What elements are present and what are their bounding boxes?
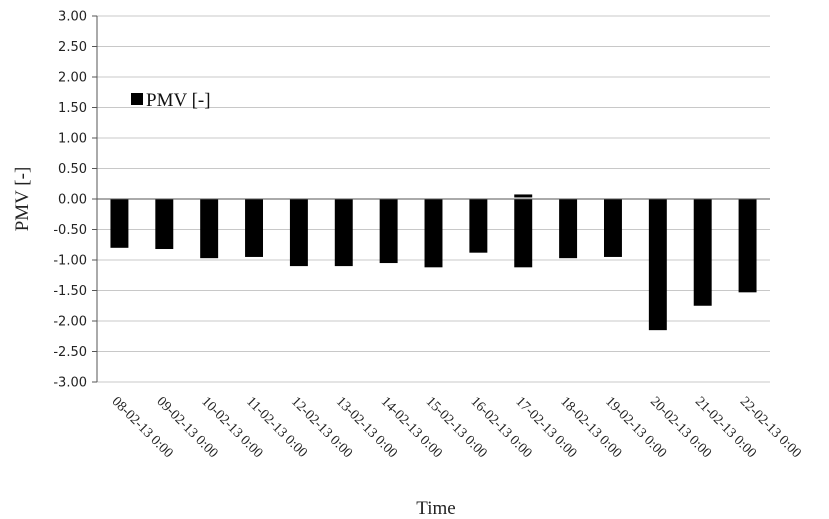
- bar: [334, 199, 353, 267]
- y-tick-label: 2.00: [58, 71, 87, 86]
- bar: [200, 199, 219, 259]
- y-tick-label: -1.50: [53, 284, 87, 299]
- y-tick-label: 2.50: [58, 40, 87, 55]
- markers: [514, 194, 533, 198]
- y-tick-label: -2.00: [53, 315, 87, 330]
- bar: [603, 199, 622, 257]
- legend-label: PMV [-]: [146, 90, 211, 111]
- y-axis-ticks: 3.00 2.50 2.00 1.50 1.00 0.50 0.00 -0.50 -1.00 -1…: [53, 10, 97, 391]
- bar: [379, 199, 398, 264]
- y-tick-label: -3.00: [53, 376, 87, 391]
- bar: [514, 199, 533, 268]
- bar: [693, 199, 712, 306]
- y-tick-label: -2.50: [53, 345, 87, 360]
- bar: [469, 199, 488, 253]
- bar: [289, 199, 308, 267]
- axes: [96, 16, 770, 382]
- y-tick-label: -1.00: [53, 254, 87, 269]
- x-axis-title: Time: [416, 498, 455, 519]
- bar: [424, 199, 443, 268]
- y-tick-label: 0.00: [58, 193, 87, 208]
- bar: [245, 199, 264, 257]
- y-tick-label: 1.00: [58, 132, 87, 147]
- bars: [110, 199, 757, 331]
- y-axis-title: PMV [-]: [12, 167, 33, 232]
- marker: [514, 194, 533, 198]
- bar: [559, 199, 578, 259]
- legend-swatch: [131, 93, 143, 105]
- bar: [648, 199, 667, 331]
- bar: [110, 199, 129, 248]
- bar: [155, 199, 174, 250]
- bar: [738, 199, 757, 293]
- legend: PMV [-]: [131, 90, 211, 111]
- y-tick-label: 1.50: [58, 101, 87, 116]
- y-tick-label: 0.50: [58, 162, 87, 177]
- y-tick-label: -0.50: [53, 223, 87, 238]
- y-tick-label: 3.00: [58, 10, 87, 25]
